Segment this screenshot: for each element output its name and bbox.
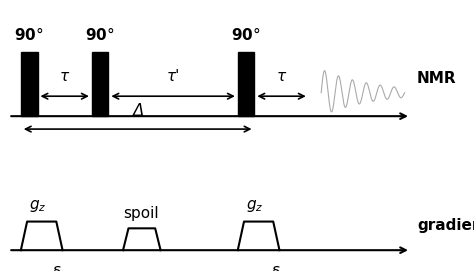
Text: 90$\degree$: 90$\degree$ bbox=[85, 26, 115, 43]
Text: τ: τ bbox=[277, 69, 286, 85]
Text: $g_z$: $g_z$ bbox=[246, 198, 263, 214]
Text: Δ: Δ bbox=[132, 102, 143, 120]
Bar bbox=[238, 51, 255, 116]
Bar bbox=[92, 51, 109, 116]
Text: τ': τ' bbox=[166, 69, 180, 85]
Text: $g_z$: $g_z$ bbox=[29, 198, 46, 214]
Text: gradient: gradient bbox=[417, 218, 474, 233]
Bar bbox=[21, 51, 37, 116]
Text: spoil: spoil bbox=[123, 206, 159, 221]
Text: δ: δ bbox=[271, 266, 280, 271]
Text: τ: τ bbox=[60, 69, 69, 85]
Text: NMR: NMR bbox=[417, 71, 457, 86]
Text: δ: δ bbox=[52, 266, 61, 271]
Text: 90$\degree$: 90$\degree$ bbox=[15, 26, 44, 43]
Text: 90$\degree$: 90$\degree$ bbox=[231, 26, 261, 43]
